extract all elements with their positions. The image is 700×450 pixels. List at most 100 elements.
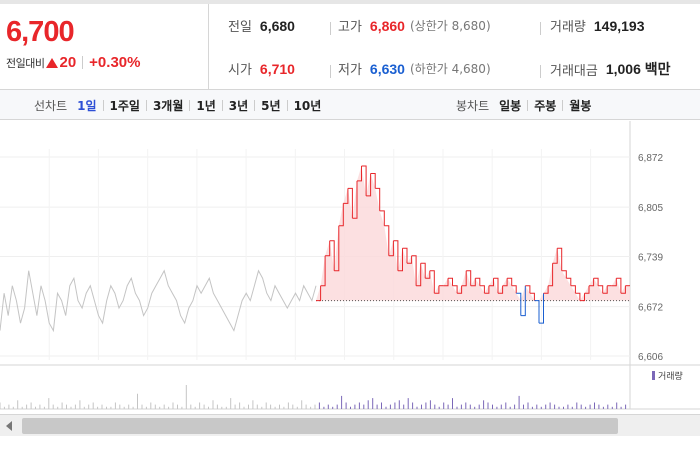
today-price-line [557,247,563,271]
y-tick-label: 6,872 [638,153,663,164]
volume-cell: 거래량 149,193 [550,16,645,36]
divider [562,99,564,111]
low-cell: 저가 6,630 (하한가 4,680) [338,59,491,79]
today-price-line [379,210,385,226]
today-price-line [397,248,403,272]
y-tick-label: 6,739 [638,253,663,264]
today-price-line [443,278,449,287]
today-price-line [539,293,544,324]
line-chart-periods: 선차트 1일 1주일 3개월 1년 3년 5년 10년 [34,90,321,120]
today-price-line [384,225,390,256]
divider [330,22,331,35]
today-price-line [511,285,517,294]
divider [221,99,223,111]
previous-session-line [0,269,317,333]
today-price-line [488,278,494,287]
divider [540,65,541,78]
scroll-thumb[interactable] [22,418,618,434]
period-3m[interactable]: 3개월 [152,98,184,113]
today-price-line [329,240,335,271]
bottom-strip [0,436,700,450]
chart-scrollbar[interactable] [0,414,700,436]
today-price-line [498,285,504,294]
price-chart[interactable]: 6,872 6,805 6,739 6,672 6,606 거래량 [0,121,700,411]
today-price-line [352,180,358,219]
change-row: 전일대비 20 +0.30% [6,54,140,71]
volume-legend-label: 거래량 [658,370,683,382]
period-1w[interactable]: 1주일 [109,98,140,113]
candle-chart-periods: 봉차트 일봉 주봉 월봉 [456,90,591,120]
today-price-line [479,285,485,294]
today-price-line [602,285,608,294]
change-value: 20 [59,54,77,71]
volume-value: 149,193 [593,17,645,34]
today-price-line [416,263,422,287]
current-price: 6,700 [6,16,75,48]
today-price-line [475,277,481,286]
today-price-line [616,277,622,294]
divider [527,99,529,111]
divider [286,99,288,111]
today-price-line [320,255,326,287]
today-price-line [338,203,344,227]
today-price-line [466,270,472,286]
today-price-line [543,285,549,294]
lower-limit: (하한가 4,680) [409,62,491,76]
today-price-line [375,187,381,211]
today-price-line [561,270,567,279]
today-price-line [520,285,526,317]
change-label: 전일대비 [6,56,45,70]
today-price-line [552,248,558,264]
today-price-line [357,166,362,182]
candle-daily[interactable]: 일봉 [499,98,522,113]
today-price-line [611,278,617,287]
prev-close-value: 6,680 [259,17,295,34]
today-price-line [598,285,604,294]
today-price-line [420,262,426,279]
scroll-left-arrow-icon[interactable] [6,421,12,431]
divider [189,99,191,111]
today-price-line [484,285,490,294]
divider [540,22,541,35]
today-price-line [347,187,353,219]
current-price-box: 6,700 전일대비 20 +0.30% [0,4,209,90]
up-triangle-icon [46,57,59,68]
amount-label: 거래대금 [550,63,598,79]
price-summary: 6,700 전일대비 20 +0.30% 전일 6,680 고가 6,860 (… [0,4,700,90]
today-price-line [434,285,440,294]
divider [102,99,104,111]
amount-cell: 거래대금 1,006 백만 [550,59,671,79]
divider [82,56,84,69]
period-10y[interactable]: 10년 [293,98,322,113]
candle-chart-label: 봉차트 [456,98,490,113]
line-chart-label: 선차트 [34,98,68,113]
divider [330,65,331,78]
period-3y[interactable]: 3년 [228,98,249,113]
low-value: 6,630 [369,60,405,77]
top-strip [0,0,700,4]
today-price-line [548,263,554,287]
period-5y[interactable]: 5년 [261,98,281,113]
today-price-line [407,255,413,264]
price-chart-svg: 6,872 6,805 6,739 6,672 6,606 거래량 [0,121,700,410]
today-price-line [334,225,340,272]
today-price-line [325,240,331,257]
today-price-line [425,270,431,279]
today-price-line [457,285,463,294]
today-price-line [393,240,399,271]
today-price-line [493,277,499,294]
today-price-line [534,300,540,324]
amount-value: 1,006 백만 [605,61,671,77]
candle-weekly[interactable]: 주봉 [534,98,557,113]
today-price-line [579,293,585,302]
divider [254,99,256,111]
today-price-line [566,277,572,286]
candle-monthly[interactable]: 월봉 [569,98,592,113]
volume-label: 거래량 [550,20,586,35]
today-price-line [593,277,599,286]
high-cell: 고가 6,860 (상한가 8,680) [338,16,491,36]
period-1y[interactable]: 1년 [196,98,216,113]
today-price-line [461,270,467,287]
period-1d[interactable]: 1일 [77,98,97,113]
open-cell: 시가 6,710 [228,59,295,79]
